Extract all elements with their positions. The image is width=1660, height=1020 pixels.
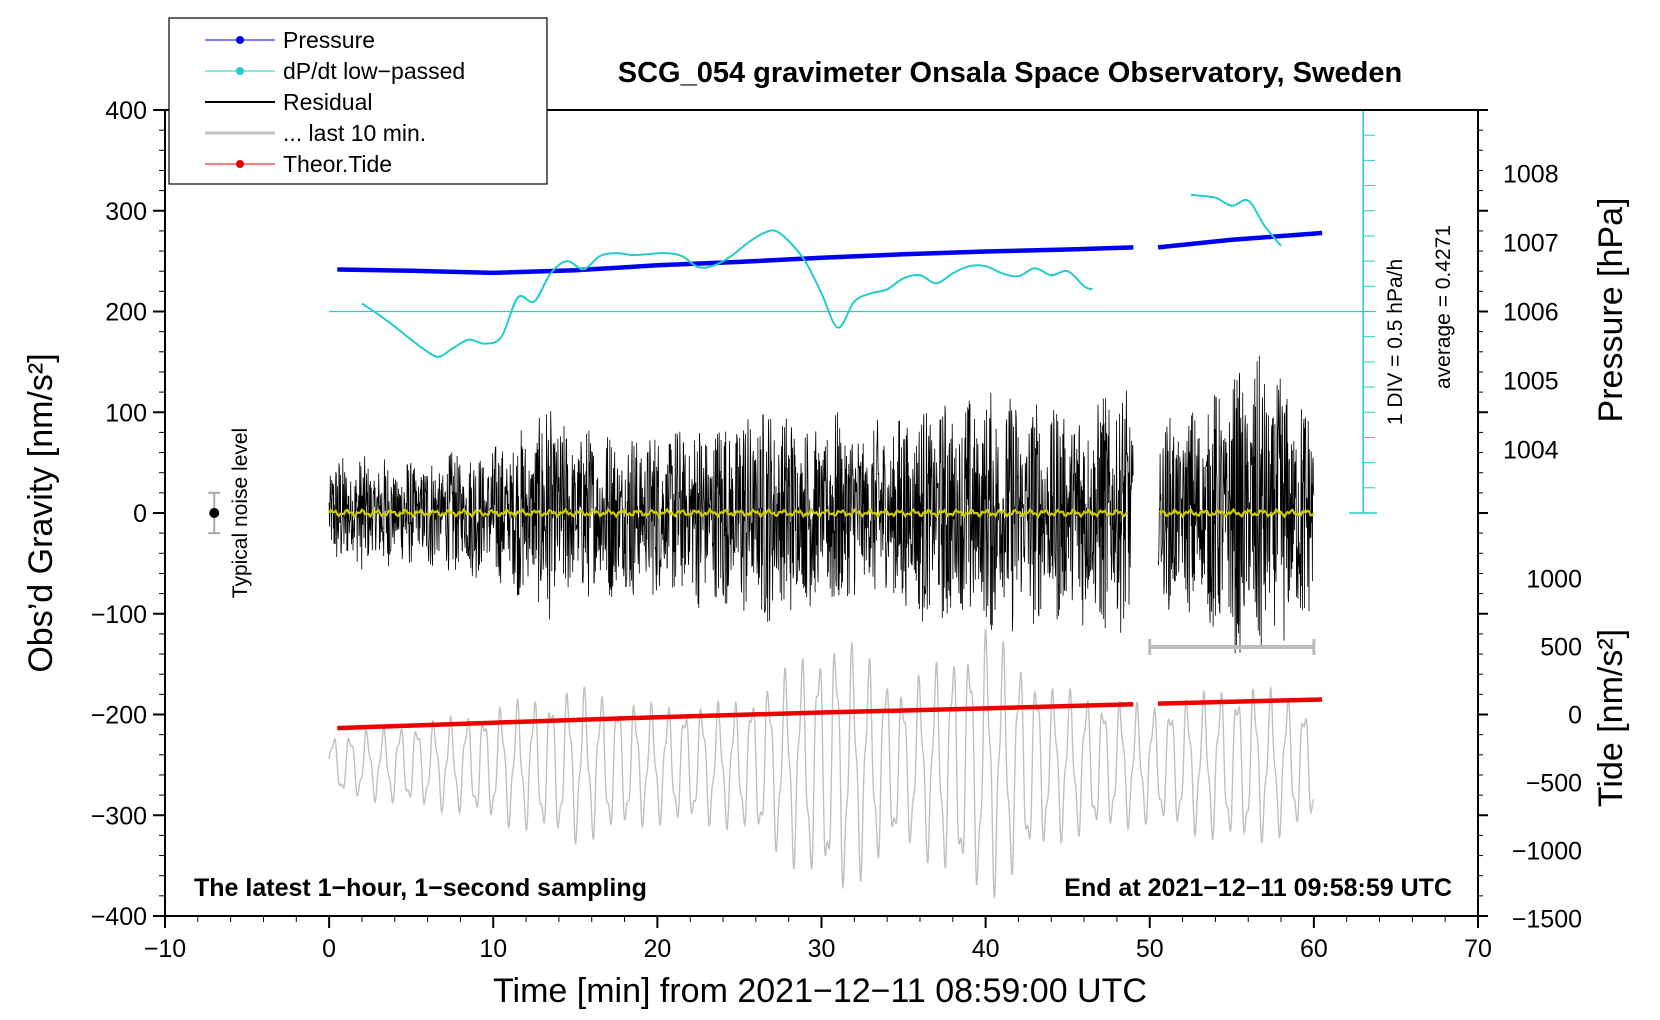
y-axis-label: Obs’d Gravity [nm/s²]	[22, 353, 60, 672]
x-tick-label: 30	[808, 935, 836, 963]
legend-label-tide: Theor.Tide	[283, 151, 392, 177]
legend-label-residual: Residual	[283, 89, 373, 115]
tide-tick-label: 0	[1568, 702, 1582, 730]
tide-tick-label: 1000	[1526, 565, 1582, 593]
series-theor-tide-2	[1157, 697, 1323, 706]
pressure-tick-label: 1007	[1503, 230, 1559, 258]
y-tick-label: 400	[105, 97, 147, 125]
series-dpdt-1	[361, 229, 1093, 358]
series-dpdt-2	[1190, 193, 1282, 247]
legend-label-dpdt: dP/dt low−passed	[283, 58, 465, 84]
y-tick-label: −300	[91, 802, 147, 830]
noise-level-label: Typical noise level	[229, 428, 252, 598]
x-tick-label: 60	[1300, 935, 1328, 963]
x-tick-label: 10	[479, 935, 507, 963]
legend-marker-tide	[236, 160, 244, 168]
legend: Pressure dP/dt low−passed Residual ... l…	[168, 17, 548, 185]
y-tick-label: −400	[91, 903, 147, 931]
noise-dot	[209, 508, 220, 518]
y-tick-label: 200	[105, 299, 147, 327]
tide-tick-label: 500	[1540, 633, 1582, 661]
y-tick-label: −100	[91, 601, 147, 629]
pressure-tick-label: 1006	[1503, 299, 1559, 327]
x-axis-label: Time [min] from 2021−12−11 08:59:00 UTC	[493, 972, 1147, 1010]
scale-bar-label: 1 DIV = 0.5 hPa/h	[1384, 259, 1407, 425]
sampling-note: The latest 1−hour, 1−second sampling	[194, 874, 647, 902]
x-tick-label: 0	[322, 935, 336, 963]
y-tick-label: −200	[91, 702, 147, 730]
legend-marker-pressure	[236, 36, 244, 44]
series-last-10-min	[328, 628, 1315, 900]
tide-tick-label: −1500	[1512, 906, 1582, 934]
legend-marker-dpdt	[236, 67, 244, 75]
series-theor-tide-1	[337, 702, 1134, 731]
x-tick-label: 70	[1464, 935, 1492, 963]
tide-tick-label: −1000	[1512, 838, 1582, 866]
x-tick-label: 50	[1136, 935, 1164, 963]
pressure-tick-label: 1004	[1503, 436, 1559, 464]
legend-label-last10: ... last 10 min.	[283, 120, 426, 146]
series-pressure-1	[337, 245, 1134, 276]
axis-layer: −10 0 10 20 30 40 50 60 704003002001000−100−200−…	[91, 97, 1582, 963]
pressure-axis-label: Pressure [hPa]	[1592, 198, 1630, 423]
data-layer	[208, 110, 1378, 900]
y-tick-label: 100	[105, 399, 147, 427]
series-residual-lowpass	[328, 507, 1315, 519]
tide-axis-label: Tide [nm/s²]	[1592, 629, 1630, 807]
y-tick-label: 300	[105, 198, 147, 226]
legend-label-pressure: Pressure	[283, 27, 375, 53]
tide-tick-label: −500	[1526, 770, 1582, 798]
end-time-note: End at 2021−12−11 09:58:59 UTC	[1064, 874, 1452, 902]
pressure-tick-label: 1005	[1503, 367, 1559, 395]
chart-title: SCG_054 gravimeter Onsala Space Observat…	[618, 57, 1402, 89]
x-tick-label: 20	[643, 935, 671, 963]
pressure-tick-label: 1008	[1503, 161, 1559, 189]
y-tick-label: 0	[133, 500, 147, 528]
average-label: average = 0.4271	[1432, 225, 1455, 389]
x-tick-label: 40	[972, 935, 1000, 963]
x-tick-label: −10	[144, 935, 186, 963]
